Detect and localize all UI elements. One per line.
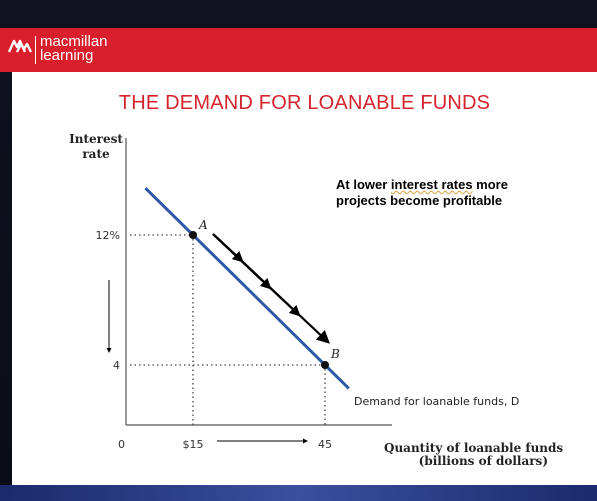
brand-line-1: macmillan — [40, 33, 108, 50]
x-tick-label-45: 45 — [318, 438, 332, 451]
brand-name: macmillan learning — [40, 33, 108, 64]
brand-line-2: learning — [40, 47, 94, 64]
demand-curve — [144, 187, 350, 390]
brand-header: macmillan learning — [0, 28, 597, 72]
y-tick-label-4: 4 — [113, 359, 120, 372]
y-tick-label-12: 12% — [96, 229, 120, 242]
note-part-1: At lower — [336, 177, 391, 192]
x-axis-label-line2: (billions of dollars) — [419, 454, 548, 468]
bottom-strip — [0, 485, 597, 501]
x-axis-label-line1: Quantity of loanable funds — [384, 441, 563, 455]
point-b — [321, 361, 329, 369]
y-axis-label-line1: Interest — [69, 132, 123, 146]
x-tick-label-15: $15 — [183, 438, 204, 451]
y-axis-label-line2: rate — [82, 147, 110, 161]
slide-title: THE DEMAND FOR LOANABLE FUNDS — [118, 92, 491, 114]
brand-divider — [35, 36, 36, 64]
slide-canvas: THE DEMAND FOR LOANABLE FUNDS Interest r… — [12, 72, 597, 485]
note-part-2: more projects become profitable — [336, 177, 508, 208]
point-b-label: B — [330, 347, 340, 361]
movement-arrow-mid-3 — [212, 233, 301, 317]
macmillan-logo-icon — [8, 39, 32, 53]
demand-curve-label: Demand for loanable funds, D — [354, 395, 519, 408]
annotation-note: At lower interest rates more projects be… — [336, 177, 556, 209]
point-a-label: A — [198, 218, 208, 232]
point-a — [189, 231, 197, 239]
origin-label: 0 — [118, 438, 125, 451]
demand-chart: Interest rate Quantity of loanable funds… — [69, 132, 563, 468]
note-spellcheck-phrase: interest rates — [390, 177, 473, 192]
